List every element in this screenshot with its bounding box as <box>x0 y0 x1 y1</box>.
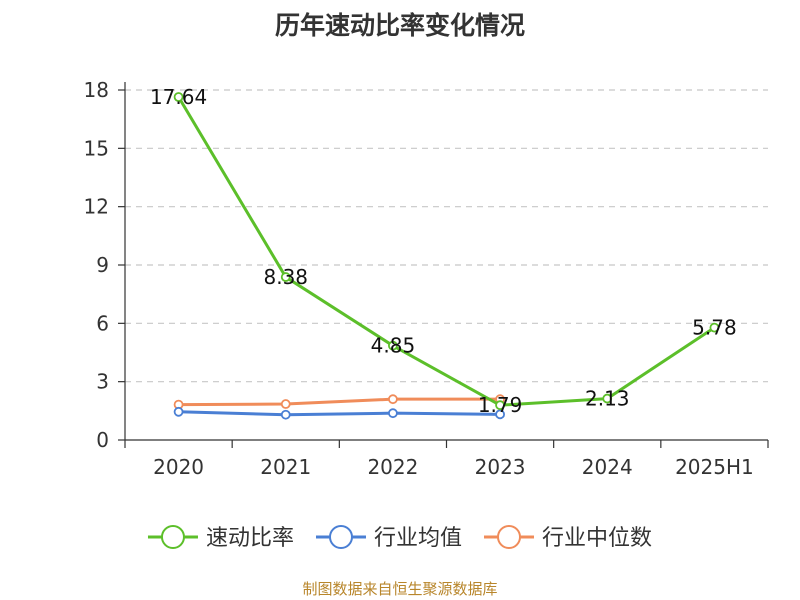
legend-label: 速动比率 <box>206 526 294 551</box>
legend-marker <box>328 525 353 549</box>
grid-lines <box>125 89 768 383</box>
legend-marker <box>497 525 522 549</box>
data-labels: 17.64 8.38 4.85 1.79 2.13 5.78 <box>150 85 737 417</box>
data-label: 5.78 <box>692 316 737 340</box>
series-line-0 <box>177 96 716 407</box>
legend-item: 行业均值 <box>315 525 462 551</box>
y-tick-label: 3 <box>96 370 109 394</box>
y-tick-label: 0 <box>96 428 109 452</box>
data-point <box>173 92 184 102</box>
data-point <box>388 408 398 419</box>
axes: 0 3 6 9 12 15 18 2020 2021 2022 2023 2024 2025H1 <box>84 78 769 479</box>
x-tick-label: 2021 <box>260 455 311 479</box>
legend-label: 行业均值 <box>374 526 462 551</box>
series-line-2 <box>178 397 501 407</box>
data-point <box>709 322 720 333</box>
x-tick-label: 2022 <box>367 455 418 479</box>
y-tick-label: 9 <box>96 253 109 277</box>
legend-label: 行业中位数 <box>542 526 652 551</box>
data-point <box>495 400 505 411</box>
y-tick-label: 18 <box>84 78 109 102</box>
data-point <box>602 393 613 404</box>
data-label: 1.79 <box>478 393 523 417</box>
x-tick-label: 2023 <box>475 455 526 479</box>
series-line-1 <box>178 410 501 417</box>
data-point <box>280 399 291 409</box>
data-point <box>495 409 505 420</box>
x-tick-label: 2020 <box>153 455 204 479</box>
data-label: 8.38 <box>263 265 308 289</box>
data-point <box>280 409 291 420</box>
legend-item: 行业中位数 <box>484 525 652 551</box>
data-label: 2.13 <box>585 387 630 411</box>
y-tick-label: 6 <box>96 311 109 335</box>
data-point <box>388 394 398 405</box>
data-label: 4.85 <box>371 334 416 358</box>
legend-item: 速动比率 <box>147 525 294 551</box>
legend: 速动比率 行业均值 行业中位数 <box>147 525 652 551</box>
x-tick-label: 2024 <box>582 455 633 479</box>
x-tick-label: 2025H1 <box>675 455 754 479</box>
chart-title: 历年速动比率变化情况 <box>274 11 525 40</box>
data-label: 17.64 <box>150 85 207 109</box>
data-point <box>173 406 184 417</box>
series <box>173 92 720 420</box>
legend-marker <box>160 525 185 549</box>
data-point <box>388 340 398 351</box>
y-tick-label: 12 <box>84 195 109 219</box>
data-point <box>280 272 291 282</box>
y-tick-label: 15 <box>84 136 109 160</box>
source-note: 制图数据来自恒生聚源数据库 <box>302 580 498 598</box>
